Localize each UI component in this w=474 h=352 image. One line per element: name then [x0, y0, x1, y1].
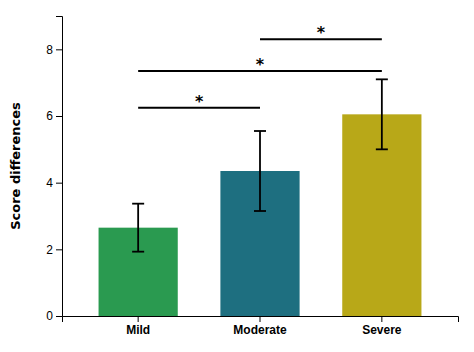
x-axis: Mild Moderate Severe — [63, 316, 459, 337]
error-stem — [137, 204, 139, 252]
marks — [99, 79, 422, 316]
y-tick: 6 — [46, 109, 62, 123]
error-cap — [254, 130, 266, 132]
y-tick-mark — [56, 116, 62, 117]
x-tick-mark — [260, 316, 261, 322]
y-tick: 8 — [46, 43, 62, 57]
plot: Mild Moderate Severe 0 2 4 6 8 * * * — [46, 17, 458, 337]
error-cap — [376, 148, 388, 150]
chart: Mild Moderate Severe 0 2 4 6 8 * * * Score differen… — [0, 0, 474, 352]
error-bar — [254, 131, 266, 211]
x-tick: Severe — [362, 316, 402, 337]
y-tick-mark — [56, 183, 62, 184]
y-tick-label: 8 — [46, 43, 53, 57]
error-bar — [376, 79, 388, 149]
error-stem — [381, 79, 383, 149]
x-tick-label: Severe — [362, 323, 402, 337]
x-tick: Mild — [126, 316, 150, 337]
error-cap — [132, 251, 144, 253]
y-tick-label: 6 — [46, 109, 53, 123]
y-axis: 0 2 4 6 8 — [46, 17, 62, 324]
x-tick-mark — [138, 316, 139, 322]
y-tick: 2 — [46, 243, 62, 257]
y-tick-label: 4 — [46, 176, 53, 190]
y-axis-line — [56, 17, 63, 317]
y-tick-label: 0 — [46, 309, 53, 323]
y-tick-label: 2 — [46, 243, 53, 257]
x-tick-label: Mild — [126, 323, 150, 337]
y-tick-mark — [56, 249, 62, 250]
y-tick: 4 — [46, 176, 62, 190]
annotations: * * * — [138, 23, 382, 110]
significance-label: * — [317, 23, 326, 42]
y-tick-mark — [56, 316, 62, 317]
significance-label: * — [195, 92, 204, 111]
x-axis-line — [63, 317, 459, 323]
error-cap — [132, 203, 144, 205]
significance-label: * — [256, 55, 265, 74]
error-cap — [254, 210, 266, 212]
x-tick-label: Moderate — [233, 323, 287, 337]
y-axis-title: Score differences — [8, 102, 23, 230]
error-cap — [376, 78, 388, 80]
x-tick: Moderate — [233, 316, 287, 337]
y-tick: 0 — [46, 309, 62, 323]
error-bar — [132, 204, 144, 252]
y-tick-mark — [56, 49, 62, 50]
error-stem — [259, 131, 261, 211]
x-tick-mark — [381, 316, 382, 322]
